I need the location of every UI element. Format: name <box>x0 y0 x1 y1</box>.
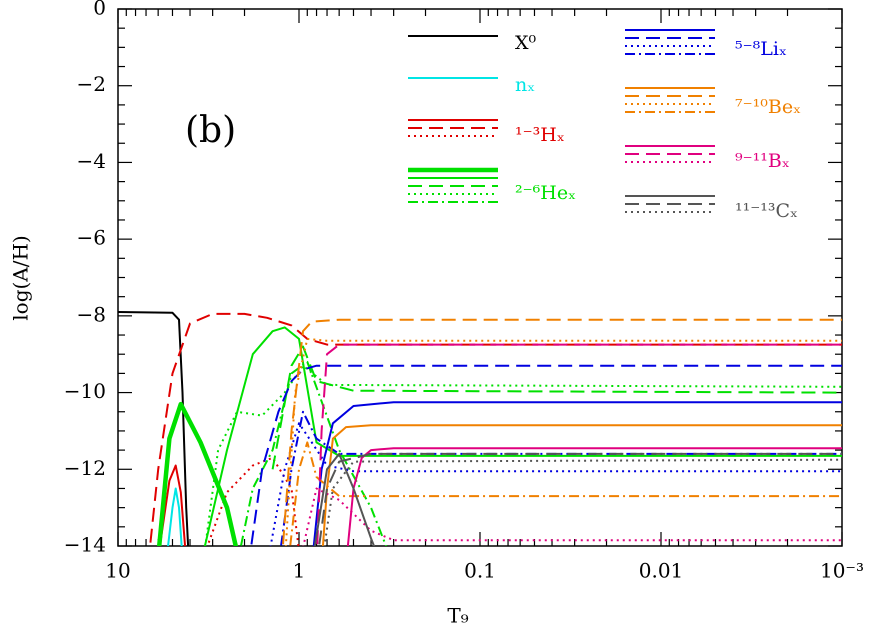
data-line <box>156 401 239 546</box>
data-line <box>149 312 842 546</box>
plot-lines <box>118 311 842 546</box>
legend-label: X⁰ <box>515 32 537 54</box>
y-tick-label: −8 <box>77 302 106 326</box>
data-line <box>271 345 842 470</box>
y-tick-label: −10 <box>64 379 106 403</box>
y-tick-label: 0 <box>93 0 106 20</box>
x-tick-label: 0.1 <box>464 559 496 583</box>
x-tick-label: 10 <box>105 559 130 583</box>
y-axis-label: log(A/H) <box>9 235 33 320</box>
legend-label: ⁵⁻⁸Liₓ <box>735 38 787 60</box>
data-line <box>289 441 842 546</box>
data-line <box>250 364 842 546</box>
data-line <box>269 422 842 546</box>
data-line <box>316 343 842 546</box>
y-tick-label: −12 <box>64 456 106 480</box>
legend-label: nₓ <box>515 74 535 96</box>
data-line <box>318 452 842 546</box>
y-tick-label: −2 <box>77 72 106 96</box>
legend-label: ¹⁻³Hₓ <box>515 124 565 146</box>
legend-label: ¹¹⁻¹³Cₓ <box>735 200 798 222</box>
legend-label: ²⁻⁶Heₓ <box>515 182 576 204</box>
data-line <box>118 311 190 546</box>
panel-label: (b) <box>185 110 236 151</box>
y-tick-label: −4 <box>77 149 106 173</box>
data-line <box>313 452 376 546</box>
legend-label: ⁹⁻¹¹Bₓ <box>735 150 790 172</box>
x-tick-label: 10⁻³ <box>820 559 864 583</box>
legend-label: ⁷⁻¹⁰Beₓ <box>735 96 801 118</box>
data-line <box>284 337 842 546</box>
data-line <box>323 458 842 546</box>
y-tick-label: −6 <box>77 226 106 250</box>
data-line <box>302 487 842 546</box>
data-line <box>312 401 842 546</box>
plot-frame <box>117 8 843 547</box>
data-line <box>346 447 842 546</box>
y-tick-label: −14 <box>64 533 106 557</box>
x-tick-label: 0.01 <box>639 559 684 583</box>
x-axis-label: T₉ <box>447 604 468 628</box>
data-line <box>167 487 183 546</box>
x-tick-label: 1 <box>293 559 306 583</box>
data-line <box>281 318 842 546</box>
data-line <box>239 360 388 546</box>
data-line <box>280 410 842 546</box>
